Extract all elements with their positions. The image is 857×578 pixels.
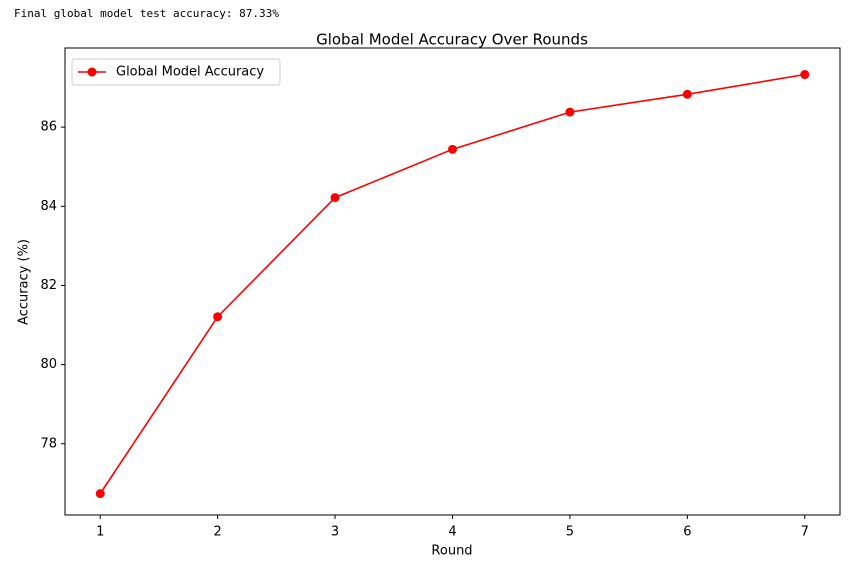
legend-box	[71, 58, 281, 86]
data-point	[213, 312, 223, 322]
data-point	[800, 70, 810, 80]
legend-marker	[87, 67, 97, 77]
data-point	[565, 107, 575, 117]
output-text: Final global model test accuracy: 87.33%	[14, 7, 279, 20]
x-tick-label: 3	[331, 525, 339, 540]
data-point	[448, 144, 457, 154]
y-tick-label: 78	[40, 436, 57, 451]
x-tick-label: 7	[801, 525, 809, 540]
data-point	[95, 489, 105, 499]
x-tick-label: 4	[448, 525, 456, 540]
y-tick-label: 82	[40, 278, 57, 293]
x-axis-label: Round	[431, 544, 472, 559]
x-tick-label: 1	[96, 525, 104, 540]
data-point	[682, 89, 692, 99]
y-tick-label: 80	[40, 357, 57, 372]
plot-frame	[64, 47, 841, 516]
x-tick-label: 5	[566, 525, 574, 540]
legend-label: Global Model Accuracy	[116, 65, 264, 80]
data-line	[99, 73, 805, 495]
y-axis-label: Accuracy (%)	[17, 239, 32, 325]
data-point	[330, 193, 340, 203]
y-tick-label: 84	[40, 199, 57, 214]
x-tick-label: 2	[214, 525, 222, 540]
y-tick-label: 86	[40, 120, 57, 135]
chart-title: Global Model Accuracy Over Rounds	[316, 31, 588, 49]
x-tick-label: 6	[683, 525, 691, 540]
